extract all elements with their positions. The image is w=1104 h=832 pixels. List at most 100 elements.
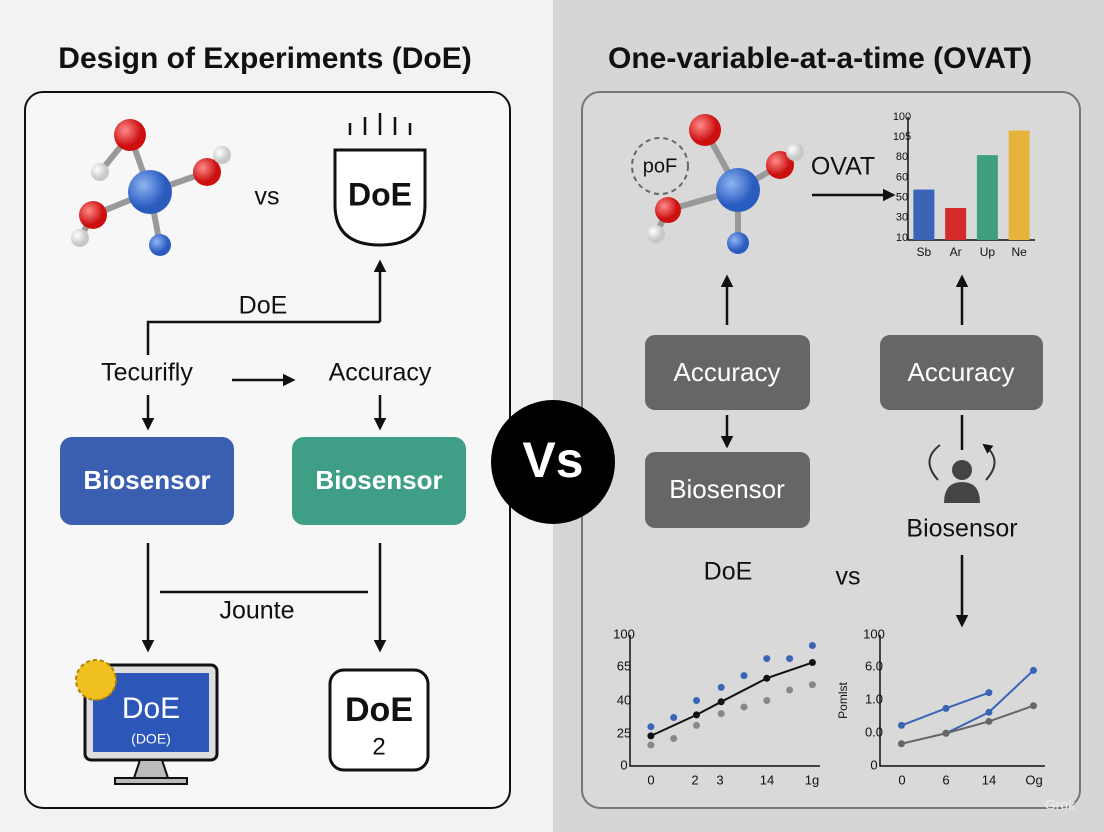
y-tick-label: 100 — [893, 111, 911, 123]
x-tick-label: 2 — [691, 772, 698, 787]
label: DoE — [704, 558, 753, 586]
person-icon — [928, 415, 996, 503]
box-label: Accuracy — [674, 357, 781, 387]
y-tick-label: 25 — [617, 725, 631, 740]
y-tick-label: 40 — [617, 692, 631, 707]
y-tick-label: 100 — [613, 626, 635, 641]
shield-label: DoE — [348, 176, 412, 212]
box — [645, 335, 810, 410]
y-tick-label: 105 — [893, 131, 911, 143]
point — [763, 655, 771, 663]
point — [985, 717, 993, 725]
point — [763, 674, 771, 682]
box — [645, 452, 810, 528]
vs-label: vs — [255, 183, 280, 211]
point — [985, 708, 993, 716]
bar — [1008, 130, 1030, 240]
point — [808, 681, 816, 689]
right-title: One-variable-at-a-time (OVAT) — [608, 42, 1032, 75]
x-tick-label: 3 — [716, 772, 723, 787]
point — [647, 723, 655, 731]
point — [670, 714, 678, 722]
x-tick-label: 1g — [805, 772, 819, 787]
badge-label: DoE — [345, 691, 413, 729]
box — [60, 437, 234, 525]
point — [985, 689, 993, 697]
point — [763, 697, 771, 704]
edge-label: DoE — [239, 292, 288, 320]
bubble-label: poF — [643, 155, 677, 177]
watermark: Grok — [1045, 797, 1076, 813]
y-tick-label: 1.0 — [865, 691, 883, 706]
x-tick-label: 14 — [982, 772, 996, 787]
shield — [333, 113, 427, 247]
axis — [879, 635, 1045, 767]
x-tick-label: 0 — [647, 772, 654, 787]
monitor-label: DoE — [122, 692, 180, 725]
point — [693, 697, 700, 704]
point — [740, 672, 748, 680]
point — [1029, 666, 1037, 674]
point — [717, 698, 725, 706]
y-tick-label: 0 — [620, 757, 627, 772]
x-tick-label: Ar — [950, 245, 962, 259]
y-tick-label: 100 — [863, 626, 885, 641]
point — [717, 710, 725, 718]
y-tick-label: 0.0 — [865, 724, 883, 739]
y-tick-label: 6.0 — [865, 658, 883, 673]
vs-center: Vs — [522, 432, 583, 488]
y-tick-label: 10 — [896, 232, 908, 244]
y-tick-label: 65 — [617, 658, 631, 673]
node-label: Accuracy — [329, 359, 432, 387]
box — [292, 437, 466, 525]
right-panel — [581, 91, 1081, 809]
x-tick-label: Up — [980, 245, 996, 259]
point — [693, 721, 700, 729]
point — [897, 721, 905, 729]
bar — [976, 155, 998, 240]
y-tick-label: 50 — [896, 192, 908, 204]
vs-circle — [491, 400, 615, 524]
y-axis-label: Pomlst — [836, 682, 850, 719]
y-tick-label: 60 — [896, 171, 908, 183]
point — [647, 741, 655, 749]
line — [901, 704, 1034, 745]
y-tick-label: 80 — [896, 151, 908, 163]
box — [880, 335, 1043, 410]
badge-sublabel: 2 — [372, 733, 385, 760]
person-label: Biosensor — [906, 515, 1017, 543]
box-label: Biosensor — [315, 465, 442, 495]
badge — [328, 668, 430, 772]
point — [647, 732, 655, 740]
point — [808, 659, 816, 667]
x-tick-label: Ne — [1011, 245, 1027, 259]
x-tick-label: Sb — [917, 245, 932, 259]
monitor-sublabel: (DOE) — [131, 731, 171, 747]
point — [717, 683, 725, 691]
y-tick-label: 30 — [896, 212, 908, 224]
node-label: Tecurifly — [101, 359, 193, 387]
x-tick-label: Og — [1025, 772, 1042, 787]
left-title: Design of Experiments (DoE) — [58, 42, 471, 75]
monitor — [75, 659, 219, 785]
molecule — [647, 114, 804, 254]
bar — [945, 208, 967, 240]
arrow-label: OVAT — [811, 153, 875, 181]
x-tick-label: 6 — [942, 772, 949, 787]
x-tick-label: 14 — [760, 772, 774, 787]
point — [670, 734, 678, 742]
box-label: Accuracy — [908, 357, 1015, 387]
point — [1029, 702, 1037, 710]
y-tick-label: 0 — [870, 757, 877, 772]
bubble — [631, 137, 689, 195]
point — [897, 740, 905, 748]
join-label: Jounte — [219, 597, 294, 625]
point — [942, 704, 950, 712]
point — [740, 703, 748, 711]
box-label: Biosensor — [83, 465, 210, 495]
point — [808, 641, 816, 649]
x-tick-label: 0 — [898, 772, 905, 787]
label: vs — [836, 563, 861, 591]
molecule — [71, 119, 231, 256]
